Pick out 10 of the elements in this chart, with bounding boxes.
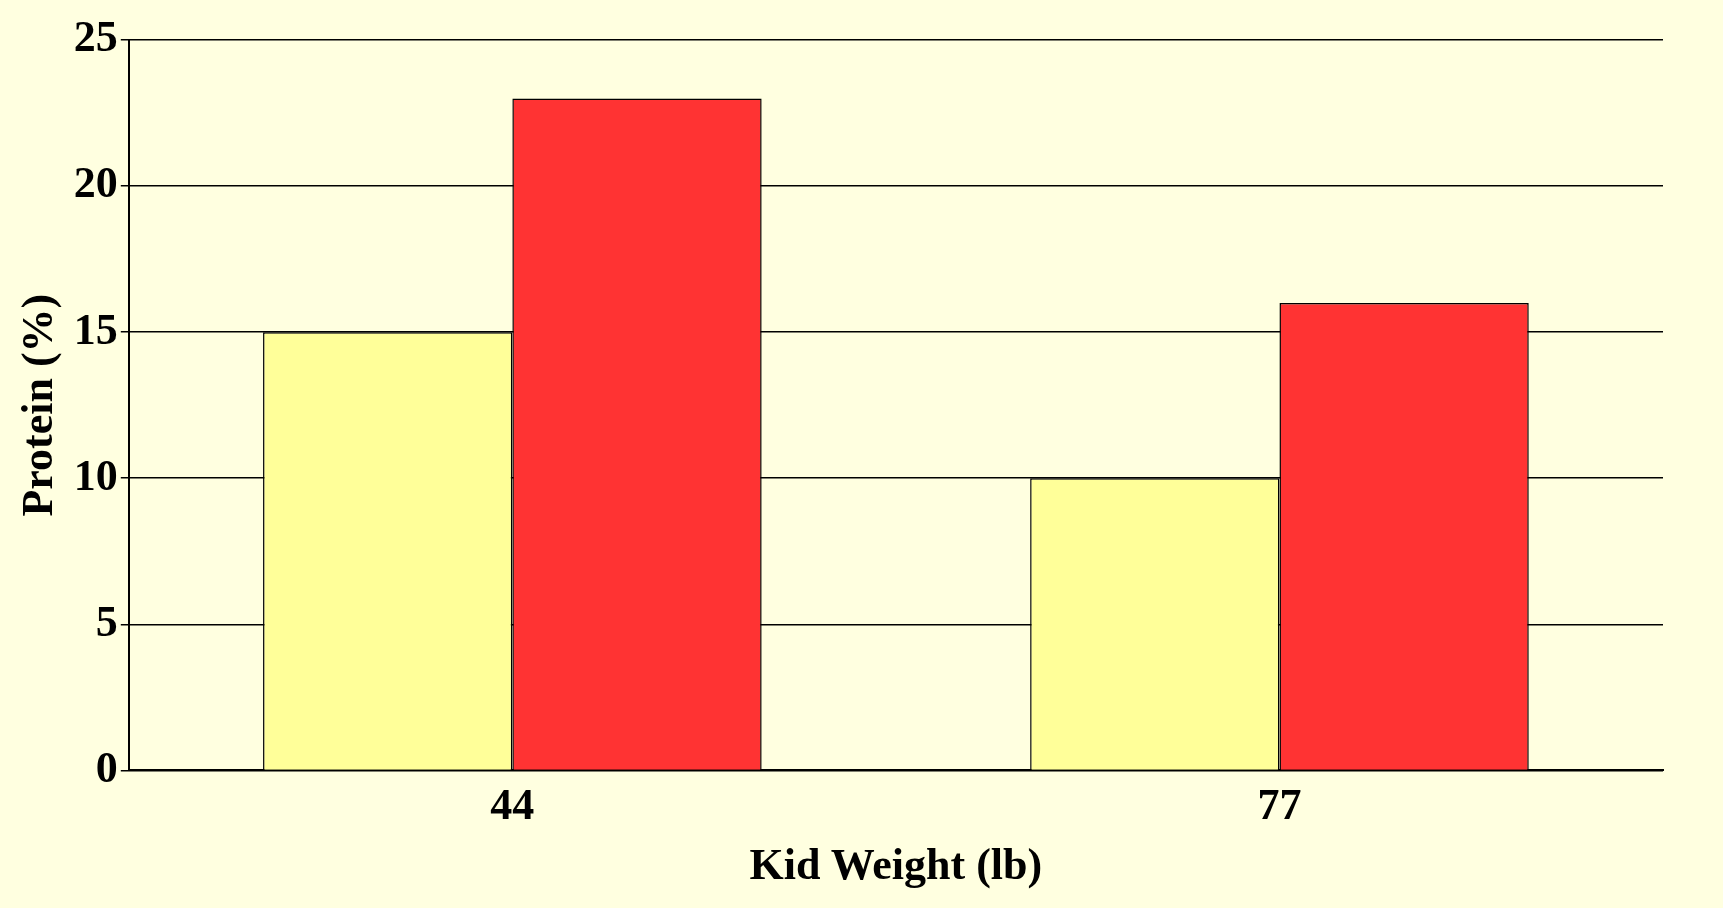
y-axis-title: Protein (%) xyxy=(12,293,62,517)
x-tick-label: 77 xyxy=(1257,780,1302,830)
y-tick-label: 5 xyxy=(95,596,118,646)
x-axis-title: Kid Weight (lb) xyxy=(749,839,1043,889)
x-tick-label: 44 xyxy=(490,780,535,830)
y-tick-label: 0 xyxy=(95,742,118,792)
y-tick-label: 15 xyxy=(73,304,118,354)
y-tick-label: 20 xyxy=(73,158,118,208)
y-tick-label: 25 xyxy=(73,12,118,62)
y-tick-label: 10 xyxy=(73,450,118,500)
